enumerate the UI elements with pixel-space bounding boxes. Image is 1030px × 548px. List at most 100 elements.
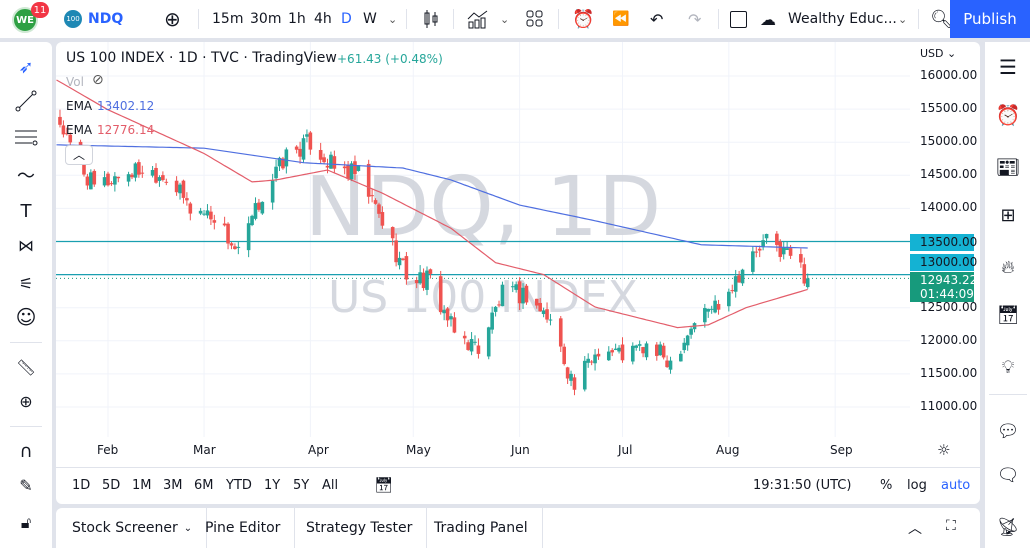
alarm-clock-icon[interactable]: ⏰: [995, 103, 1021, 127]
interval-w[interactable]: W: [363, 11, 377, 27]
redo-icon[interactable]: ↷: [688, 9, 702, 29]
lock-drawings-pencil-icon[interactable]: ✎: [19, 475, 33, 495]
percent-scale-toggle[interactable]: %: [880, 478, 893, 493]
tab-stock-screener[interactable]: Stock Screener ⌄: [56, 508, 208, 548]
ema-short-line: [56, 79, 808, 329]
alert-add-icon[interactable]: ⏰: [572, 8, 595, 30]
layout-name-button[interactable]: Wealthy Educ...: [788, 11, 897, 27]
currency-selector[interactable]: USD ⌄: [920, 47, 957, 60]
candle-up: [493, 306, 498, 312]
candle-down: [188, 203, 193, 214]
cloud-saved-icon[interactable]: ☁: [760, 9, 776, 29]
calendar-icon[interactable]: 📅︎: [996, 304, 1020, 326]
range-ytd[interactable]: YTD: [226, 478, 252, 493]
ema-short-value: 12776.14: [97, 123, 155, 137]
interval-chevron-down-icon[interactable]: ⌄: [388, 12, 398, 26]
candle-up: [582, 360, 587, 390]
go-to-date-calendar-icon[interactable]: 📅︎: [374, 476, 394, 494]
indicators-icon[interactable]: [467, 0, 489, 38]
range-5d[interactable]: 5D: [102, 478, 121, 493]
candle-down: [661, 345, 666, 358]
news-icon[interactable]: 📰︎: [995, 155, 1021, 179]
interval-1h[interactable]: 1h: [288, 11, 306, 27]
range-1y[interactable]: 1Y: [264, 478, 281, 493]
candle-down: [353, 161, 357, 175]
horizontal-lines-icon[interactable]: [13, 124, 39, 150]
candle-up: [178, 184, 182, 194]
undo-icon[interactable]: ↶: [650, 9, 664, 29]
candle-down: [538, 302, 542, 312]
unlock-icon[interactable]: 🔓︎: [20, 513, 32, 532]
messages-icon[interactable]: 🗨︎: [996, 464, 1020, 486]
candle-down: [655, 344, 659, 356]
interval-30m[interactable]: 30m: [250, 11, 282, 27]
hotlists-flame-icon[interactable]: 🔥︎: [1001, 256, 1015, 278]
chats-icon[interactable]: 💬︎: [996, 420, 1020, 442]
prediction-icon[interactable]: ⚟: [18, 273, 34, 293]
cursor-icon[interactable]: ➶: [18, 56, 34, 78]
text-tool-icon[interactable]: T: [20, 200, 32, 222]
brush-icon[interactable]: 〜: [17, 166, 35, 187]
layout-chevron-down-icon[interactable]: ⌄: [898, 12, 908, 26]
zoom-in-icon[interactable]: ⊕: [19, 391, 33, 411]
layout-grid-icon[interactable]: [526, 0, 544, 38]
search-icon[interactable]: 🔍︎: [930, 8, 953, 30]
candle-down: [641, 347, 645, 354]
candle-up: [270, 180, 275, 203]
auto-scale-toggle[interactable]: auto: [941, 478, 971, 493]
tab-pine-editor[interactable]: Pine Editor: [191, 508, 296, 548]
ema-short-label[interactable]: EMA: [66, 123, 93, 137]
hline-13500-label: 13500.00: [910, 234, 977, 251]
symbol-search-button[interactable]: NDQ: [88, 11, 124, 27]
ema-long-label[interactable]: EMA: [66, 99, 93, 113]
range-1m[interactable]: 1M: [132, 478, 152, 493]
candle-up: [764, 233, 769, 239]
candle-down: [226, 223, 230, 244]
replay-icon[interactable]: ⏪: [612, 11, 630, 27]
candle-down: [524, 285, 529, 303]
candle-up: [126, 174, 131, 182]
tab-trading-panel[interactable]: Trading Panel: [420, 508, 543, 548]
range-1d[interactable]: 1D: [72, 478, 91, 493]
log-scale-toggle[interactable]: log: [907, 478, 927, 493]
trend-line-icon[interactable]: [13, 88, 39, 114]
add-watchlist-icon[interactable]: ⊞: [1000, 204, 1016, 226]
candle-down: [665, 360, 669, 368]
tab-strategy-tester[interactable]: Strategy Tester: [292, 508, 428, 548]
candle-down: [92, 170, 97, 185]
candle-up: [733, 276, 738, 292]
range-5y[interactable]: 5Y: [293, 478, 310, 493]
candles-chart-type-icon[interactable]: [422, 0, 440, 38]
pattern-icon[interactable]: ⋈: [18, 235, 34, 255]
publish-button[interactable]: Publish: [950, 0, 1030, 38]
eye-hidden-icon[interactable]: ⊘: [92, 72, 104, 88]
icons-smiley-icon[interactable]: ☺: [15, 305, 37, 329]
ruler-icon[interactable]: 📏︎: [15, 357, 37, 377]
watchlist-icon[interactable]: ☰: [999, 55, 1017, 79]
candle-down: [373, 200, 378, 204]
chevron-up-icon[interactable]: ︿: [908, 521, 922, 537]
indicators-chevron-down-icon[interactable]: ⌄: [500, 12, 510, 26]
range-all[interactable]: All: [322, 478, 339, 493]
candle-down: [788, 248, 793, 256]
candle-down: [562, 346, 566, 365]
chart-settings-sun-icon[interactable]: ☼: [937, 441, 951, 459]
interval-15m[interactable]: 15m: [212, 11, 244, 27]
fullscreen-square-icon[interactable]: [730, 0, 747, 38]
chart-panel[interactable]: [56, 42, 980, 504]
clock-timezone[interactable]: 19:31:50 (UTC): [753, 478, 852, 493]
candle-down: [229, 243, 234, 246]
ideas-lightbulb-icon[interactable]: 💡︎: [1001, 356, 1015, 378]
candle-down: [161, 175, 165, 180]
range-6m[interactable]: 6M: [194, 478, 214, 493]
interval-d[interactable]: D: [341, 11, 352, 27]
maximize-icon[interactable]: ⛶: [946, 518, 956, 534]
interval-4h[interactable]: 4h: [314, 11, 332, 27]
help-broadcast-icon[interactable]: 📡︎: [996, 516, 1020, 538]
magnet-icon[interactable]: ∩: [19, 440, 33, 462]
candle-up: [490, 312, 494, 330]
compare-add-symbol-icon[interactable]: ⊕: [164, 7, 181, 31]
range-3m[interactable]: 3M: [163, 478, 183, 493]
collapse-legend-chevron-up-icon[interactable]: ︿: [65, 145, 93, 165]
